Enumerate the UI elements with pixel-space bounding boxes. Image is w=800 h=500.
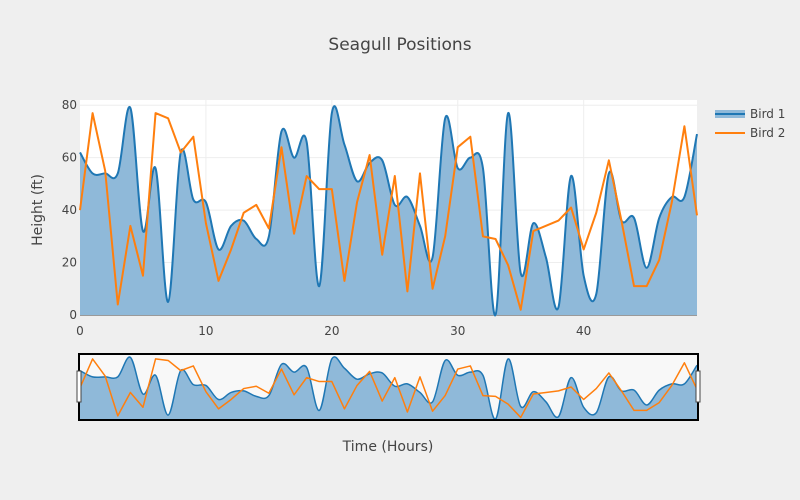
y-tick-label: 0	[69, 308, 77, 322]
y-ticks: 0 20 40 60 80	[62, 98, 77, 322]
x-tick-label: 20	[324, 324, 339, 338]
series-line-bird-1	[79, 105, 698, 317]
legend-item-bird-2[interactable]: Bird 2	[715, 126, 785, 140]
slider-series-line-bird-2	[79, 358, 698, 419]
chart-title: Seagull Positions	[328, 35, 471, 55]
x-tick-label: 0	[76, 324, 84, 338]
range-slider-handle-right[interactable]	[695, 370, 701, 403]
y-tick-label: 80	[62, 98, 77, 112]
legend-item-bird-1[interactable]: Bird 1	[715, 107, 785, 121]
y-tick-label: 20	[62, 256, 77, 270]
y-tick-label: 60	[62, 151, 77, 165]
legend-label-bird-1: Bird 1	[750, 107, 785, 121]
main-traces	[79, 105, 698, 317]
y-axis-label: Height (ft)	[30, 174, 46, 246]
range-slider[interactable]	[76, 353, 701, 421]
x-axis-label: Time (Hours)	[342, 439, 434, 455]
range-slider-handle-left[interactable]	[76, 370, 82, 403]
range-slider-traces	[79, 356, 698, 420]
legend: Bird 1 Bird 2	[715, 107, 785, 140]
x-tick-label: 10	[198, 324, 213, 338]
x-tick-label: 40	[576, 324, 591, 338]
series-line-bird-2	[79, 112, 698, 311]
y-tick-label: 40	[62, 203, 77, 217]
legend-label-bird-2: Bird 2	[750, 126, 785, 140]
x-ticks: 0 10 20 30 40	[76, 324, 591, 338]
x-tick-label: 30	[450, 324, 465, 338]
